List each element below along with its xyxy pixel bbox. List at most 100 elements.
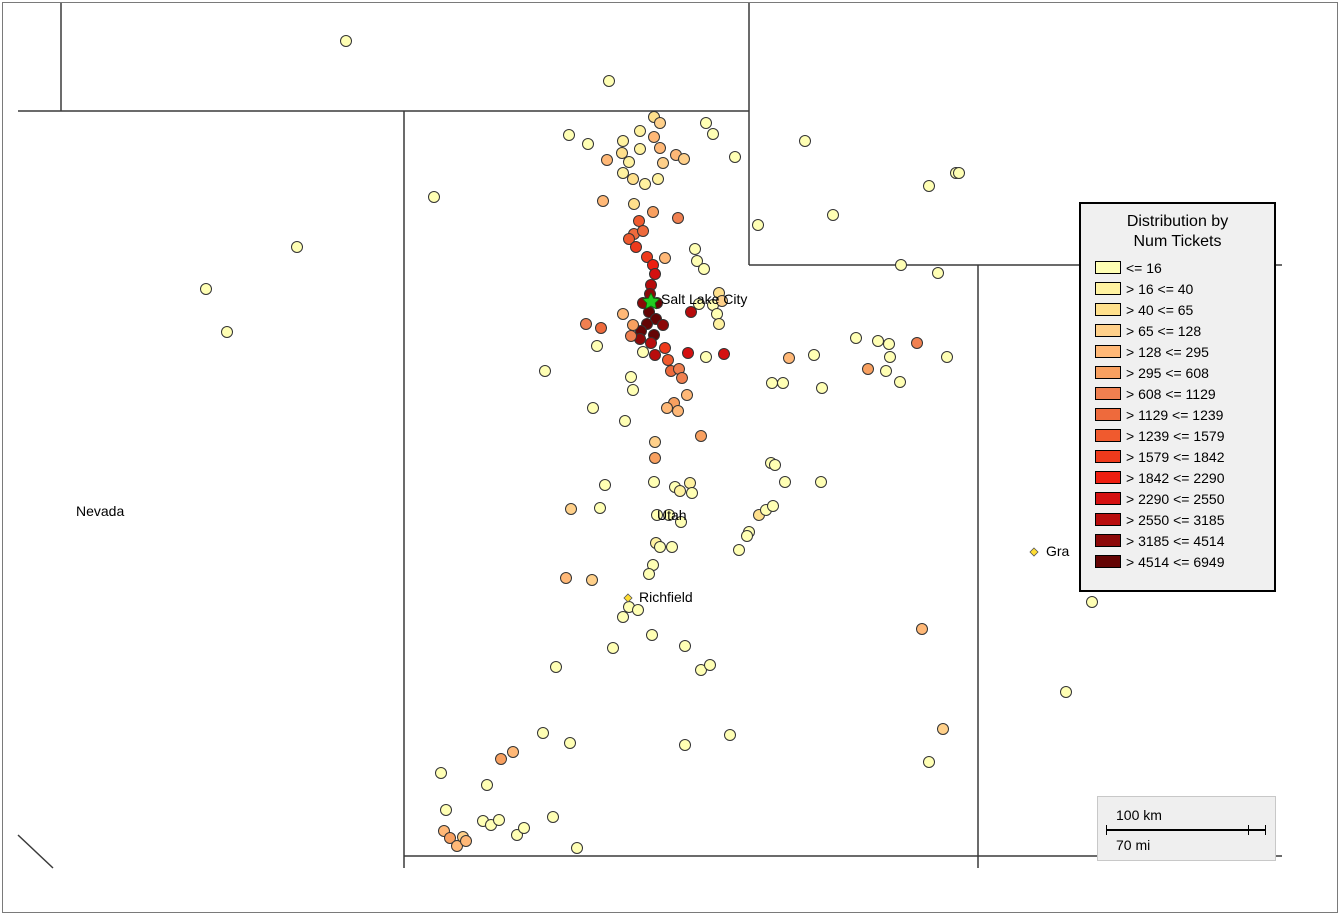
ticket-point[interactable] <box>659 342 671 354</box>
ticket-point[interactable] <box>580 318 592 330</box>
ticket-point[interactable] <box>627 173 639 185</box>
ticket-point[interactable] <box>783 352 795 364</box>
ticket-point[interactable] <box>689 243 701 255</box>
ticket-point[interactable] <box>700 351 712 363</box>
ticket-point[interactable] <box>599 479 611 491</box>
ticket-point[interactable] <box>603 75 615 87</box>
ticket-point[interactable] <box>707 128 719 140</box>
ticket-point[interactable] <box>649 452 661 464</box>
ticket-point[interactable] <box>646 629 658 641</box>
ticket-point[interactable] <box>563 129 575 141</box>
ticket-point[interactable] <box>713 318 725 330</box>
ticket-point[interactable] <box>923 756 935 768</box>
ticket-point[interactable] <box>617 135 629 147</box>
ticket-point[interactable] <box>682 347 694 359</box>
ticket-point[interactable] <box>698 263 710 275</box>
ticket-point[interactable] <box>672 405 684 417</box>
ticket-point[interactable] <box>627 319 639 331</box>
ticket-point[interactable] <box>586 574 598 586</box>
ticket-point[interactable] <box>766 377 778 389</box>
ticket-point[interactable] <box>883 338 895 350</box>
ticket-point[interactable] <box>617 308 629 320</box>
ticket-point[interactable] <box>659 252 671 264</box>
ticket-point[interactable] <box>1086 596 1098 608</box>
ticket-point[interactable] <box>729 151 741 163</box>
ticket-point[interactable] <box>676 372 688 384</box>
ticket-point[interactable] <box>460 835 472 847</box>
ticket-point[interactable] <box>663 509 675 521</box>
ticket-point[interactable] <box>221 326 233 338</box>
ticket-point[interactable] <box>643 568 655 580</box>
ticket-point[interactable] <box>661 402 673 414</box>
ticket-point[interactable] <box>816 382 828 394</box>
ticket-point[interactable] <box>493 814 505 826</box>
ticket-point[interactable] <box>916 623 928 635</box>
ticket-point[interactable] <box>645 337 657 349</box>
ticket-point[interactable] <box>550 661 562 673</box>
ticket-point[interactable] <box>619 415 631 427</box>
ticket-point[interactable] <box>639 178 651 190</box>
ticket-point[interactable] <box>597 195 609 207</box>
ticket-point[interactable] <box>632 604 644 616</box>
ticket-point[interactable] <box>634 125 646 137</box>
ticket-point[interactable] <box>601 154 613 166</box>
ticket-point[interactable] <box>291 241 303 253</box>
ticket-point[interactable] <box>691 255 703 267</box>
ticket-point[interactable] <box>711 308 723 320</box>
ticket-point[interactable] <box>649 349 661 361</box>
ticket-point[interactable] <box>679 640 691 652</box>
ticket-point[interactable] <box>617 611 629 623</box>
ticket-point[interactable] <box>662 354 674 366</box>
ticket-point[interactable] <box>678 153 690 165</box>
ticket-point[interactable] <box>537 727 549 739</box>
ticket-point[interactable] <box>625 330 637 342</box>
ticket-point[interactable] <box>704 659 716 671</box>
ticket-point[interactable] <box>724 729 736 741</box>
ticket-point[interactable] <box>741 530 753 542</box>
ticket-point[interactable] <box>932 267 944 279</box>
ticket-point[interactable] <box>539 365 551 377</box>
ticket-point[interactable] <box>435 767 447 779</box>
ticket-point[interactable] <box>637 346 649 358</box>
ticket-point[interactable] <box>591 340 603 352</box>
ticket-point[interactable] <box>937 723 949 735</box>
ticket-point[interactable] <box>630 241 642 253</box>
ticket-point[interactable] <box>884 351 896 363</box>
ticket-point[interactable] <box>654 142 666 154</box>
ticket-point[interactable] <box>565 503 577 515</box>
ticket-point[interactable] <box>681 389 693 401</box>
ticket-point[interactable] <box>672 212 684 224</box>
ticket-point[interactable] <box>633 215 645 227</box>
ticket-point[interactable] <box>675 516 687 528</box>
ticket-point[interactable] <box>634 143 646 155</box>
ticket-point[interactable] <box>827 209 839 221</box>
ticket-point[interactable] <box>651 509 663 521</box>
ticket-point[interactable] <box>560 572 572 584</box>
ticket-point[interactable] <box>595 322 607 334</box>
ticket-point[interactable] <box>594 502 606 514</box>
ticket-point[interactable] <box>684 477 696 489</box>
ticket-point[interactable] <box>628 198 640 210</box>
ticket-point[interactable] <box>1060 686 1072 698</box>
ticket-point[interactable] <box>649 268 661 280</box>
ticket-point[interactable] <box>649 436 661 448</box>
ticket-point[interactable] <box>953 167 965 179</box>
ticket-point[interactable] <box>718 348 730 360</box>
ticket-point[interactable] <box>808 349 820 361</box>
ticket-point[interactable] <box>547 811 559 823</box>
ticket-point[interactable] <box>340 35 352 47</box>
ticket-point[interactable] <box>625 371 637 383</box>
ticket-point[interactable] <box>752 219 764 231</box>
ticket-point[interactable] <box>451 840 463 852</box>
ticket-point[interactable] <box>648 131 660 143</box>
ticket-point[interactable] <box>941 351 953 363</box>
ticket-point[interactable] <box>895 259 907 271</box>
ticket-point[interactable] <box>657 157 669 169</box>
ticket-point[interactable] <box>637 225 649 237</box>
ticket-point[interactable] <box>716 295 728 307</box>
ticket-point[interactable] <box>850 332 862 344</box>
ticket-point[interactable] <box>444 832 456 844</box>
ticket-point[interactable] <box>767 500 779 512</box>
ticket-point[interactable] <box>911 337 923 349</box>
